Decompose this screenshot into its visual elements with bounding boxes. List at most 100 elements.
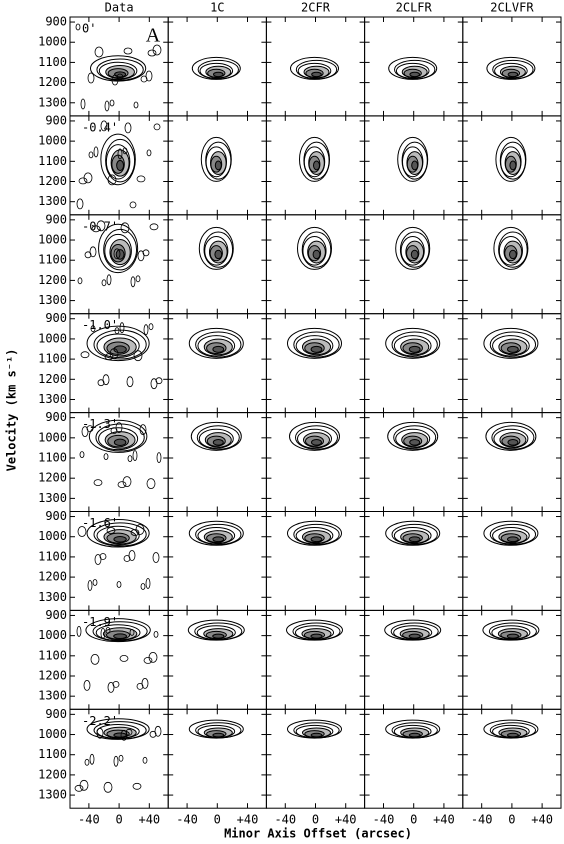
y-tick-label: 900	[45, 113, 67, 127]
panel-label: A	[146, 25, 161, 47]
y-tick-label: 900	[45, 707, 67, 721]
contour-line	[311, 71, 322, 78]
y-tick-label: 1000	[38, 233, 67, 247]
contour-line	[408, 732, 421, 738]
noise-contour	[152, 44, 162, 56]
contour-line	[105, 138, 136, 183]
x-tick-label: -40	[274, 813, 296, 827]
y-tick-label: 1000	[38, 430, 67, 444]
contour-line	[95, 423, 145, 452]
noise-contour	[117, 148, 123, 160]
contour-line	[312, 249, 321, 260]
contour-line	[197, 526, 236, 545]
y-tick-label: 900	[45, 15, 67, 29]
x-tick-label: +40	[237, 813, 259, 827]
contour-line	[197, 59, 239, 80]
contour-line	[489, 331, 537, 358]
noise-contour	[147, 49, 157, 57]
noise-contour	[96, 220, 106, 232]
contour-line	[313, 160, 320, 171]
y-tick-label: 1300	[38, 293, 67, 307]
contours	[188, 719, 244, 739]
contour-line	[408, 536, 421, 543]
noise-contour	[126, 376, 134, 388]
x-tick-label: -40	[373, 813, 395, 827]
contour-line	[489, 523, 537, 546]
x-tick-label: +40	[335, 813, 357, 827]
contour-line	[98, 427, 139, 451]
contour-line	[198, 226, 234, 270]
panel-frame	[167, 412, 267, 513]
panel-frame	[167, 609, 267, 710]
noise-contour	[107, 174, 117, 186]
x-tick-label: 0	[115, 813, 122, 827]
contour-line	[507, 732, 519, 738]
contour-line	[100, 133, 136, 186]
noise-contour	[118, 754, 124, 762]
contour-line	[195, 523, 242, 546]
contour-line	[393, 335, 432, 357]
contour-line	[212, 633, 225, 639]
noise-contour	[93, 479, 103, 487]
contour-line	[212, 732, 225, 738]
noise-contour	[83, 172, 93, 184]
noise-contour	[106, 527, 116, 534]
noise-contour	[141, 678, 149, 689]
y-axis-label: Velocity (km s⁻¹)	[5, 349, 19, 472]
y-tick-label: 1300	[38, 392, 67, 406]
noise-contour	[90, 654, 100, 665]
contour-line	[203, 231, 234, 268]
panel-frame	[265, 511, 366, 611]
column-title: 2CFR	[301, 1, 331, 15]
contours	[384, 619, 442, 641]
contours	[76, 618, 159, 693]
contour-line	[287, 520, 342, 546]
noise-contour	[129, 201, 137, 209]
y-tick-label: 1200	[38, 767, 67, 781]
contours	[287, 327, 342, 359]
column-title: 2CLFR	[396, 1, 433, 15]
contour-line	[391, 523, 438, 546]
noise-contour	[148, 652, 158, 663]
contours	[483, 520, 539, 546]
y-tick-label: 1100	[38, 253, 67, 267]
contour-line	[302, 236, 327, 266]
contour-line	[198, 428, 234, 449]
y-tick-label: 1100	[38, 747, 67, 761]
noise-contour	[113, 755, 119, 767]
x-tick-label: +40	[138, 813, 160, 827]
contours	[190, 421, 242, 451]
contour-line	[507, 536, 519, 543]
noise-contour	[109, 348, 119, 360]
contour-line	[506, 633, 520, 639]
contour-line	[400, 236, 425, 266]
column-title: Data	[105, 1, 134, 15]
noise-contour	[149, 223, 159, 231]
contours	[385, 719, 441, 739]
contour-line	[188, 327, 244, 359]
contour-line	[395, 428, 431, 449]
noise-contour	[94, 46, 104, 58]
contour-line	[509, 160, 517, 171]
contour-line	[85, 618, 151, 643]
noise-contour	[109, 99, 115, 107]
row-label: -2.2'	[82, 714, 118, 728]
y-tick-label: 1200	[38, 174, 67, 188]
noise-contour	[75, 23, 81, 31]
noise-contour	[100, 628, 106, 639]
noise-contour	[145, 578, 151, 589]
row-label: -1.9'	[82, 615, 118, 629]
contours	[297, 226, 332, 270]
contour-line	[86, 518, 150, 548]
contours	[286, 619, 343, 641]
column-title: 2CLVFR	[490, 1, 534, 15]
contour-line	[293, 331, 340, 358]
contour-line	[391, 331, 438, 358]
contour-line	[289, 421, 340, 451]
noise-contour	[125, 728, 133, 736]
contour-line	[114, 71, 127, 78]
noise-contour	[123, 47, 133, 55]
contour-line	[188, 520, 244, 546]
noise-contour	[143, 657, 153, 664]
contour-line	[295, 59, 338, 80]
